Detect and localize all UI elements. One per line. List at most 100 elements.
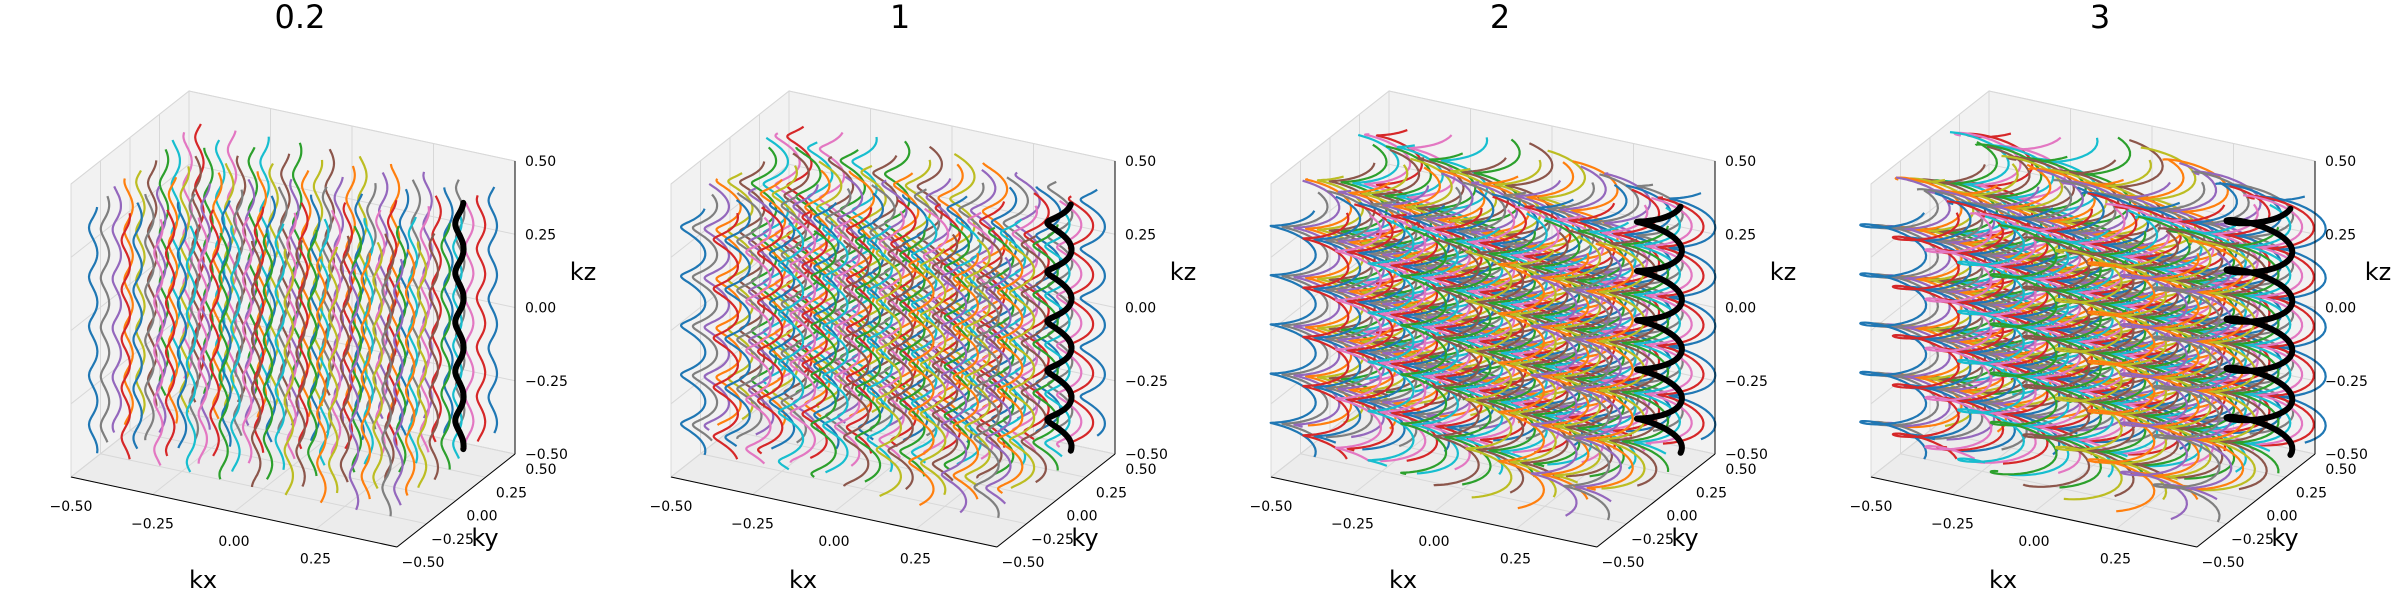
trajectory-line xyxy=(268,162,279,411)
highlighted-trajectory xyxy=(1633,203,1685,456)
y-axis-line xyxy=(2196,453,2316,548)
trajectory-line xyxy=(1476,245,1525,494)
trajectory-line xyxy=(265,195,277,443)
trajectory-line xyxy=(1032,224,1059,471)
z-tick-label: −0.25 xyxy=(1125,374,1168,390)
trajectory-line xyxy=(375,209,386,457)
trajectory-line xyxy=(259,136,270,384)
trajectory-line xyxy=(1521,231,1569,480)
z-axis-label: kz xyxy=(1770,258,1797,286)
grid-line xyxy=(1929,137,2257,501)
y-axis-line xyxy=(1596,453,1716,548)
trajectory-line xyxy=(360,252,371,500)
trajectory-line xyxy=(2087,261,2156,513)
trajectory-line xyxy=(1465,250,1513,499)
trajectory-line xyxy=(973,271,1000,519)
z-tick-label: −0.50 xyxy=(1725,447,1768,463)
trajectory-line xyxy=(985,256,1012,505)
x-axis-line xyxy=(1270,476,1598,548)
panel: 3 kx ky kz −0.50 −0.25 0.00 0.25 −0.50 −0.25 0… xyxy=(1850,0,2392,594)
trajectory-line xyxy=(1598,241,1646,490)
trajectory-line xyxy=(804,169,831,418)
trajectory-line xyxy=(120,213,132,460)
trajectory-line xyxy=(214,139,226,387)
y-tick-label: 0.25 xyxy=(496,485,527,501)
trajectory-line xyxy=(1281,191,1329,440)
trajectory-line xyxy=(833,218,861,467)
trajectory-line xyxy=(312,159,324,407)
grid-line xyxy=(1900,160,2227,525)
y-tick-label: −0.25 xyxy=(1031,532,1074,548)
z-tick-label: 0.00 xyxy=(1125,301,1156,317)
trajectory-line xyxy=(925,178,953,425)
x-axis-line xyxy=(70,476,398,548)
x-tick-label: −0.50 xyxy=(1250,499,1293,515)
panel-title: 1 xyxy=(890,0,910,36)
trajectory-line xyxy=(899,230,926,477)
trajectory-line xyxy=(2152,275,2221,523)
x-axis-line xyxy=(670,476,998,548)
panel-title: 3 xyxy=(2090,0,2110,36)
trajectory-line xyxy=(875,248,903,497)
z-axis-label: kz xyxy=(570,258,597,286)
highlighted-trajectory xyxy=(1044,201,1075,454)
trajectory-line xyxy=(384,233,395,480)
x-tick-label: 0.00 xyxy=(218,534,249,550)
y-tick-label: −0.25 xyxy=(1631,532,1674,548)
trajectory-line xyxy=(1621,225,1670,472)
trajectory-line xyxy=(393,258,404,506)
trajectory-line xyxy=(330,209,342,457)
trajectory-line xyxy=(736,192,763,440)
grid-line xyxy=(1300,160,1627,525)
y-tick-label: −0.50 xyxy=(1602,555,1645,571)
trajectory-line xyxy=(363,217,374,465)
trajectory-line xyxy=(132,202,143,450)
trajectory-line xyxy=(777,222,805,471)
trajectory-line xyxy=(419,206,430,453)
z-tick-label: −0.25 xyxy=(2325,374,2368,390)
trajectory-line xyxy=(241,216,253,464)
z-tick-label: −0.25 xyxy=(525,374,568,390)
trajectory-line xyxy=(262,232,274,480)
trajectory-line xyxy=(87,206,99,454)
trajectory-line xyxy=(179,166,191,413)
trajectory-line xyxy=(230,225,241,472)
trajectory-line xyxy=(185,225,197,473)
trajectory-line xyxy=(952,252,980,500)
trajectory-line xyxy=(475,195,487,442)
trajectory-line xyxy=(1358,202,1406,451)
trajectory-line xyxy=(1379,214,1427,463)
trajectory-line xyxy=(170,139,181,387)
x-axis-label: kx xyxy=(1989,566,2017,594)
trajectory-line xyxy=(878,210,905,459)
trajectory-line xyxy=(283,248,294,496)
trajectory-line xyxy=(440,223,451,470)
trajectory-line xyxy=(1633,206,1682,455)
z-tick-label: 0.50 xyxy=(2325,154,2356,170)
axes: −0.50 −0.25 0.00 0.25 −0.50 −0.25 0.00 0.25 0.50… xyxy=(50,154,568,571)
z-tick-label: 0.50 xyxy=(525,154,556,170)
trajectory-line xyxy=(443,187,454,434)
trajectory-line xyxy=(940,265,968,514)
x-tick-label: −0.25 xyxy=(1931,517,1974,533)
z-tick-label: 0.25 xyxy=(1725,227,1756,243)
trajectory-line xyxy=(1432,238,1480,487)
axes: −0.50 −0.25 0.00 0.25 −0.50 −0.25 0.00 0.25 0.50… xyxy=(1850,154,2368,571)
trajectory-line xyxy=(197,217,208,464)
trajectory-line xyxy=(487,186,499,434)
trajectory-line xyxy=(410,179,422,427)
z-tick-label: 0.25 xyxy=(2325,227,2356,243)
trajectory-line xyxy=(1400,226,1448,476)
trajectory-line xyxy=(339,235,351,483)
trajectory-line xyxy=(703,182,731,431)
trajectory-line xyxy=(1411,226,1460,475)
x-tick-label: 0.25 xyxy=(300,552,331,568)
trajectory-line xyxy=(1008,241,1036,489)
trajectory-line xyxy=(405,248,416,496)
trajectory-line xyxy=(366,182,377,430)
trajectory-line xyxy=(223,163,235,410)
trajectory-line xyxy=(316,255,327,504)
trajectory-line xyxy=(212,172,223,420)
trajectory-line xyxy=(203,147,214,394)
